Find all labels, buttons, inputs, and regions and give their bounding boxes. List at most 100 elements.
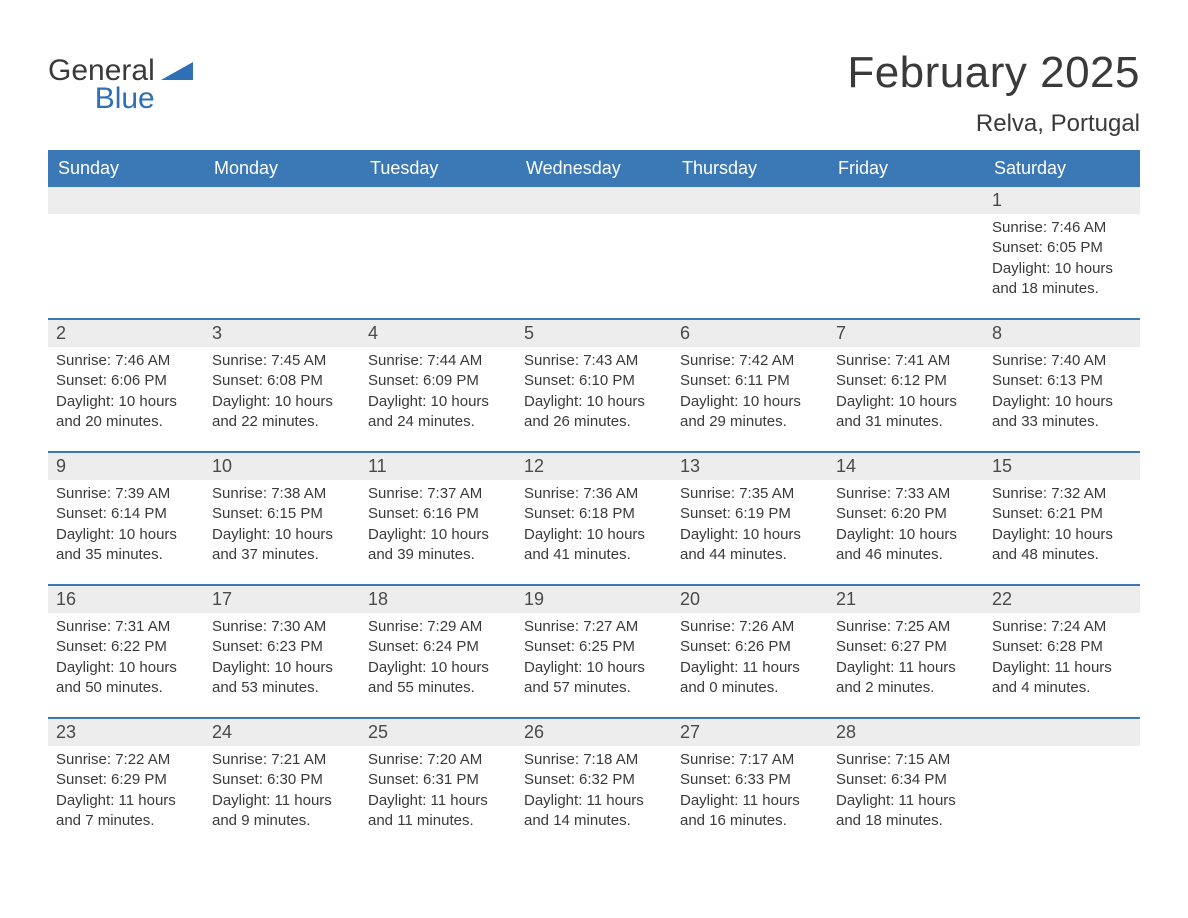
logo: General Blue <box>48 48 195 114</box>
day-number: 8 <box>984 320 1140 347</box>
day-cell: Sunrise: 7:21 AMSunset: 6:30 PMDaylight:… <box>204 746 360 850</box>
day2-text: and 0 minutes. <box>680 678 820 698</box>
day-cell: Sunrise: 7:46 AMSunset: 6:05 PMDaylight:… <box>984 214 1140 318</box>
day-number: 24 <box>204 719 360 746</box>
day-cell: Sunrise: 7:17 AMSunset: 6:33 PMDaylight:… <box>672 746 828 850</box>
day1-text: Daylight: 10 hours <box>368 658 508 678</box>
weekday-header: Sunday Monday Tuesday Wednesday Thursday… <box>48 150 1140 187</box>
sunset-text: Sunset: 6:08 PM <box>212 371 352 391</box>
day1-text: Daylight: 11 hours <box>56 791 196 811</box>
sunset-text: Sunset: 6:29 PM <box>56 770 196 790</box>
day2-text: and 44 minutes. <box>680 545 820 565</box>
day2-text: and 53 minutes. <box>212 678 352 698</box>
daynum-row: 2345678 <box>48 320 1140 347</box>
sunrise-text: Sunrise: 7:25 AM <box>836 617 976 637</box>
day2-text: and 57 minutes. <box>524 678 664 698</box>
body-row: Sunrise: 7:39 AMSunset: 6:14 PMDaylight:… <box>48 480 1140 584</box>
day-cell: Sunrise: 7:42 AMSunset: 6:11 PMDaylight:… <box>672 347 828 451</box>
weekday-label: Monday <box>204 150 360 187</box>
body-row: Sunrise: 7:31 AMSunset: 6:22 PMDaylight:… <box>48 613 1140 717</box>
day1-text: Daylight: 10 hours <box>56 525 196 545</box>
sunset-text: Sunset: 6:27 PM <box>836 637 976 657</box>
sunset-text: Sunset: 6:22 PM <box>56 637 196 657</box>
day-number: 7 <box>828 320 984 347</box>
day-number: 5 <box>516 320 672 347</box>
daynum-row: 9101112131415 <box>48 453 1140 480</box>
day1-text: Daylight: 10 hours <box>212 392 352 412</box>
day2-text: and 22 minutes. <box>212 412 352 432</box>
day2-text: and 46 minutes. <box>836 545 976 565</box>
day-number: 16 <box>48 586 204 613</box>
day-number <box>204 187 360 214</box>
sail-icon <box>159 60 195 86</box>
day2-text: and 31 minutes. <box>836 412 976 432</box>
week: 232425262728Sunrise: 7:22 AMSunset: 6:29… <box>48 717 1140 850</box>
day1-text: Daylight: 10 hours <box>680 392 820 412</box>
day1-text: Daylight: 10 hours <box>212 658 352 678</box>
page-header: General Blue February 2025 Relva, Portug… <box>48 48 1140 146</box>
sunrise-text: Sunrise: 7:45 AM <box>212 351 352 371</box>
day2-text: and 11 minutes. <box>368 811 508 831</box>
body-row: Sunrise: 7:22 AMSunset: 6:29 PMDaylight:… <box>48 746 1140 850</box>
weekday-label: Thursday <box>672 150 828 187</box>
sunrise-text: Sunrise: 7:37 AM <box>368 484 508 504</box>
day2-text: and 50 minutes. <box>56 678 196 698</box>
day-cell <box>984 746 1140 850</box>
daynum-row: 16171819202122 <box>48 586 1140 613</box>
day-number: 10 <box>204 453 360 480</box>
day-cell: Sunrise: 7:41 AMSunset: 6:12 PMDaylight:… <box>828 347 984 451</box>
day-number <box>984 719 1140 746</box>
day-number: 4 <box>360 320 516 347</box>
sunset-text: Sunset: 6:05 PM <box>992 238 1132 258</box>
day-cell: Sunrise: 7:18 AMSunset: 6:32 PMDaylight:… <box>516 746 672 850</box>
day-number: 14 <box>828 453 984 480</box>
daynum-row: 232425262728 <box>48 719 1140 746</box>
sunset-text: Sunset: 6:19 PM <box>680 504 820 524</box>
sunrise-text: Sunrise: 7:36 AM <box>524 484 664 504</box>
weekday-label: Friday <box>828 150 984 187</box>
day-cell: Sunrise: 7:44 AMSunset: 6:09 PMDaylight:… <box>360 347 516 451</box>
day1-text: Daylight: 10 hours <box>368 392 508 412</box>
day1-text: Daylight: 10 hours <box>368 525 508 545</box>
day-number <box>48 187 204 214</box>
sunset-text: Sunset: 6:18 PM <box>524 504 664 524</box>
week: 1Sunrise: 7:46 AMSunset: 6:05 PMDaylight… <box>48 187 1140 318</box>
sunset-text: Sunset: 6:11 PM <box>680 371 820 391</box>
sunrise-text: Sunrise: 7:29 AM <box>368 617 508 637</box>
sunrise-text: Sunrise: 7:41 AM <box>836 351 976 371</box>
sunset-text: Sunset: 6:14 PM <box>56 504 196 524</box>
day-cell: Sunrise: 7:31 AMSunset: 6:22 PMDaylight:… <box>48 613 204 717</box>
day2-text: and 7 minutes. <box>56 811 196 831</box>
day-number <box>516 187 672 214</box>
sunset-text: Sunset: 6:12 PM <box>836 371 976 391</box>
day1-text: Daylight: 11 hours <box>680 658 820 678</box>
sunset-text: Sunset: 6:09 PM <box>368 371 508 391</box>
weekday-label: Saturday <box>984 150 1140 187</box>
sunset-text: Sunset: 6:24 PM <box>368 637 508 657</box>
day2-text: and 14 minutes. <box>524 811 664 831</box>
weekday-label: Tuesday <box>360 150 516 187</box>
sunrise-text: Sunrise: 7:15 AM <box>836 750 976 770</box>
day2-text: and 37 minutes. <box>212 545 352 565</box>
day1-text: Daylight: 10 hours <box>836 392 976 412</box>
weeks-container: 1Sunrise: 7:46 AMSunset: 6:05 PMDaylight… <box>48 187 1140 850</box>
day-number: 1 <box>984 187 1140 214</box>
sunrise-text: Sunrise: 7:21 AM <box>212 750 352 770</box>
day-cell: Sunrise: 7:45 AMSunset: 6:08 PMDaylight:… <box>204 347 360 451</box>
sunset-text: Sunset: 6:31 PM <box>368 770 508 790</box>
sunrise-text: Sunrise: 7:35 AM <box>680 484 820 504</box>
day-cell <box>48 214 204 318</box>
day-cell: Sunrise: 7:24 AMSunset: 6:28 PMDaylight:… <box>984 613 1140 717</box>
day-cell <box>204 214 360 318</box>
sunrise-text: Sunrise: 7:20 AM <box>368 750 508 770</box>
sunset-text: Sunset: 6:15 PM <box>212 504 352 524</box>
day-number <box>360 187 516 214</box>
weekday-label: Sunday <box>48 150 204 187</box>
sunrise-text: Sunrise: 7:46 AM <box>992 218 1132 238</box>
daynum-row: 1 <box>48 187 1140 214</box>
sunset-text: Sunset: 6:21 PM <box>992 504 1132 524</box>
sunset-text: Sunset: 6:13 PM <box>992 371 1132 391</box>
day-cell: Sunrise: 7:46 AMSunset: 6:06 PMDaylight:… <box>48 347 204 451</box>
day1-text: Daylight: 11 hours <box>992 658 1132 678</box>
day-cell: Sunrise: 7:26 AMSunset: 6:26 PMDaylight:… <box>672 613 828 717</box>
